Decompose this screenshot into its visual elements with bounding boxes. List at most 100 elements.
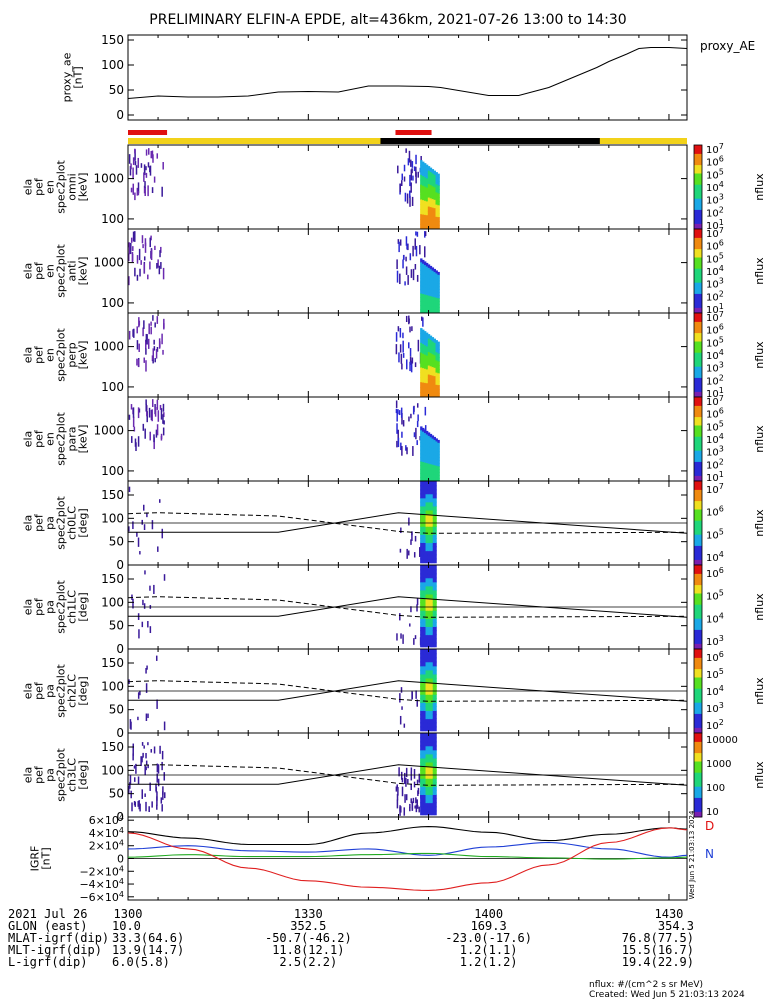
spec2plot-anti-flux-cell	[437, 298, 440, 302]
spec2plot-ch1LC-flux-cell	[421, 589, 425, 595]
spec2plot-para-flux-cell	[420, 461, 423, 466]
spec2plot-ch0LC-pixel	[136, 532, 138, 537]
spec2plot-anti-flux-cell	[420, 270, 423, 275]
spec2plot-para-pixel	[163, 420, 165, 425]
spec2plot-ch3LC-flux-cell	[421, 810, 425, 816]
spec2plot-ch1LC-flux-cell	[430, 618, 434, 623]
spec2plot-ch3LC-flux-cell	[425, 745, 428, 751]
spec2plot-ch0LC-flux-cell	[430, 497, 434, 503]
spec2plot-para-flux-cell	[435, 465, 438, 470]
spec2plot-ch2LC-flux-cell	[434, 649, 437, 655]
spec2plot-para-flux-cell	[423, 447, 427, 453]
spec2plot-ch1LC-pixel	[149, 585, 151, 591]
spec2plot-perp-colorbar-cell	[694, 357, 702, 362]
spec2plot-ch1LC-flux-cell	[429, 565, 432, 571]
spec2plot-anti-flux-cell	[435, 285, 438, 290]
spec2plot-ch0LC-flux-cell	[427, 485, 430, 491]
spec2plot-ch3LC-flux-cell	[420, 737, 423, 743]
footer-row-label: GLON (east)	[8, 919, 87, 933]
spec2plot-para-colorbar-cell	[694, 436, 702, 440]
spec2plot-ch3LC-flux-cell	[423, 753, 426, 759]
spec2plot-ch1LC-flux-cell	[434, 610, 437, 615]
spec2plot-para-flux-cell	[435, 438, 438, 442]
spec2plot-para-flux-cell	[420, 442, 423, 447]
spec2plot-ch0LC-flux-cell	[420, 509, 423, 515]
spec2plot-perp-flux-cell	[422, 368, 425, 374]
spec2plot-perp-pixel	[399, 344, 402, 353]
spec2plot-ch3LC-flux-cell	[423, 765, 426, 771]
spec2plot-ch0LC-flux-cell	[429, 558, 432, 564]
spec2plot-ch3LC-flux-cell	[432, 778, 435, 783]
spec2plot-para-pixel	[412, 406, 415, 415]
spec2plot-perp-flux-cell	[427, 334, 431, 340]
spec2plot-ch0LC-flux-cell	[420, 554, 423, 560]
spec2plot-ch2LC-flux-cell	[425, 702, 428, 707]
spec2plot-anti-flux-cell	[420, 266, 423, 271]
footer-cell: 1.2(1.2)	[460, 955, 518, 969]
spec2plot-anti-pixel	[130, 237, 133, 243]
spec2plot-ch1LC-flux-cell	[427, 569, 430, 575]
spec2plot-omni-flux-cell	[431, 194, 435, 200]
spec2plot-ch1LC-flux-cell	[430, 634, 434, 640]
spec2plot-ch2LC-flux-cell	[421, 686, 425, 691]
spec2plot-ch0LC-colorbar-cell	[694, 503, 702, 507]
spec2plot-para-flux-cell	[420, 445, 423, 451]
spec2plot-ch0LC-flux-cell	[434, 542, 437, 548]
spec2plot-para-pixel	[401, 446, 403, 456]
spec2plot-anti-panel: 1000100elapefenspec2plotanti[keV]1011021…	[22, 226, 767, 316]
spec2plot-ch0LC-colorbar-cell	[694, 506, 702, 510]
spec2plot-omni-flux-cell	[425, 187, 429, 193]
spec2plot-ch0LC-flux-cell	[420, 505, 423, 511]
spec2plot-anti-flux-cell	[433, 272, 436, 276]
spec2plot-ch1LC-colorbar-cell	[694, 635, 702, 639]
spec2plot-ch2LC-flux-cell	[423, 726, 426, 732]
spec2plot-ch1LC-flux-cell	[420, 626, 423, 632]
spec2plot-ch3LC-flux-cell	[430, 761, 434, 767]
spec2plot-para-colorbar-cell	[694, 425, 702, 429]
spec2plot-perp-pixel	[156, 346, 159, 352]
spec2plot-anti-flux-cell	[422, 297, 425, 303]
spec2plot-para-flux-cell	[437, 457, 440, 461]
spec2plot-para-colorbar-cell	[694, 433, 702, 437]
spec2plot-ch2LC-pixel	[137, 716, 139, 721]
spec2plot-para-flux-cell	[429, 437, 433, 442]
spec2plot-perp-flux-cell	[423, 378, 427, 384]
spec2plot-perp-pixel	[421, 316, 423, 321]
spec2plot-perp-flux-cell	[431, 379, 435, 385]
spec2plot-omni-flux-cell	[437, 189, 440, 194]
spec2plot-ch1LC-flux-cell	[430, 565, 434, 571]
spec2plot-perp-flux-cell	[437, 377, 440, 382]
spec2plot-ch3LC-flux-cell	[425, 770, 428, 775]
spec2plot-omni-pixel	[410, 182, 412, 193]
spec2plot-ch1LC-ytick-label: 150	[101, 572, 124, 586]
spec2plot-anti-flux-cell	[420, 274, 423, 279]
spec2plot-omni-flux-cell	[435, 204, 438, 210]
spec2plot-perp-colorbar-cell	[694, 343, 702, 348]
spec2plot-ch1LC-flux-cell	[430, 606, 434, 611]
spec2plot-ch0LC-flux-cell	[425, 481, 428, 487]
spec2plot-ch3LC-colorbar-cell	[694, 797, 702, 801]
spec2plot-ch2LC-flux-cell	[420, 722, 423, 728]
footer-cell: -23.0(-17.6)	[445, 931, 532, 945]
spec2plot-ch0LC-pixel	[410, 539, 412, 545]
spec2plot-anti-flux-cell	[437, 295, 440, 299]
spec2plot-perp-colorbar-cell	[694, 360, 702, 364]
spec2plot-para-flux-cell	[427, 470, 431, 475]
spec2plot-ch3LC-flux-cell	[432, 786, 435, 791]
spec2plot-ch3LC-pixel	[144, 765, 146, 776]
spec2plot-perp-flux-cell	[425, 364, 429, 370]
spec2plot-ch3LC-flux-cell	[421, 786, 425, 791]
spec2plot-anti-flux-cell	[437, 292, 440, 296]
spec2plot-ch3LC-colorbar-cell	[694, 747, 702, 751]
spec2plot-ch1LC-pixel	[399, 613, 401, 621]
spec2plot-para-colorbar-cell	[694, 472, 702, 476]
spec2plot-para-pixel	[154, 406, 157, 417]
spec2plot-anti-pixel	[407, 275, 409, 285]
spec2plot-anti-flux-cell	[437, 280, 440, 285]
spec2plot-ch2LC-flux-cell	[425, 722, 428, 728]
spec2plot-ch0LC-colorbar-cell	[694, 525, 702, 530]
spec2plot-anti-flux-cell	[423, 309, 427, 314]
spec2plot-ch3LC-flux-cell	[432, 802, 435, 808]
spec2plot-anti-pixel	[139, 268, 141, 277]
spec2plot-ch3LC-pixel	[163, 772, 166, 781]
